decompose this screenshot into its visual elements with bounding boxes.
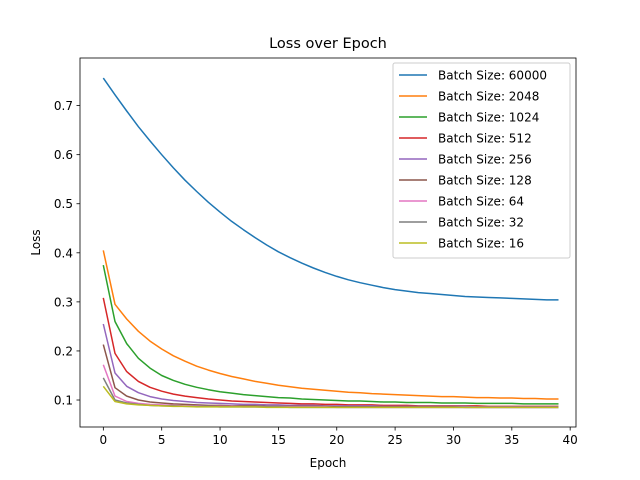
y-axis-label: Loss	[29, 229, 43, 255]
legend-label-1: Batch Size: 2048	[438, 90, 539, 104]
series-line-8	[102, 385, 559, 409]
series-line-4	[102, 323, 559, 408]
x-tick-label-1: 5	[158, 433, 166, 447]
legend-label-7: Batch Size: 32	[438, 216, 524, 230]
series-line-2	[102, 264, 559, 405]
x-tick-label-6: 30	[446, 433, 461, 447]
y-tick-label-1: 0.2	[54, 344, 73, 358]
x-tick-label-5: 25	[387, 433, 402, 447]
legend-box	[392, 62, 571, 259]
y-axis-ticks: 0.1 0.2 0.3 0.4 0.5 0.6 0.7	[54, 99, 80, 408]
legend-label-6: Batch Size: 64	[438, 195, 524, 209]
y-tick-label-2: 0.3	[54, 295, 73, 309]
legend-label-4: Batch Size: 256	[438, 153, 532, 167]
chart-title: Loss over Epoch	[269, 36, 387, 52]
x-tick-label-2: 10	[212, 433, 227, 447]
legend-label-2: Batch Size: 1024	[438, 111, 539, 125]
x-tick-label-7: 35	[504, 433, 519, 447]
y-tick-label-6: 0.7	[54, 99, 73, 113]
x-tick-label-0: 0	[100, 433, 108, 447]
y-tick-label-4: 0.5	[54, 197, 73, 211]
plot-series-group	[102, 77, 559, 409]
series-line-1	[102, 250, 559, 400]
x-axis-label: Epoch	[310, 456, 347, 470]
x-axis-ticks: 0 5 10 15 20 25 30 35 40	[100, 427, 578, 447]
legend-label-8: Batch Size: 16	[438, 237, 524, 251]
series-line-0	[102, 77, 559, 301]
legend: Batch Size: 60000 Batch Size: 2048 Batch S…	[392, 62, 571, 259]
plot-frame	[79, 57, 577, 428]
y-tick-label-5: 0.6	[54, 148, 73, 162]
legend-label-0: Batch Size: 60000	[438, 69, 547, 83]
y-tick-label-3: 0.4	[54, 246, 73, 260]
x-tick-label-4: 20	[329, 433, 344, 447]
y-tick-label-0: 0.1	[54, 394, 73, 408]
x-tick-label-3: 15	[271, 433, 286, 447]
legend-label-5: Batch Size: 128	[438, 174, 532, 188]
legend-label-3: Batch Size: 512	[438, 132, 532, 146]
x-tick-label-8: 40	[563, 433, 578, 447]
